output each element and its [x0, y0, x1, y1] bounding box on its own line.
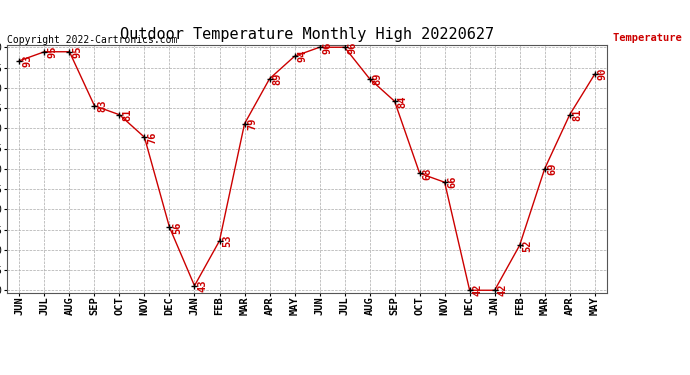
Title: Outdoor Temperature Monthly High 20220627: Outdoor Temperature Monthly High 2022062… — [120, 27, 494, 42]
Text: 89: 89 — [273, 72, 282, 85]
Text: 81: 81 — [573, 108, 582, 121]
Text: 93: 93 — [22, 54, 32, 67]
Text: Temperature (°F): Temperature (°F) — [613, 33, 690, 42]
Text: 96: 96 — [322, 41, 333, 54]
Text: Copyright 2022-Cartronics.com: Copyright 2022-Cartronics.com — [7, 35, 177, 45]
Text: 42: 42 — [497, 284, 507, 297]
Text: 83: 83 — [97, 99, 107, 112]
Text: 42: 42 — [473, 284, 482, 297]
Text: 95: 95 — [72, 45, 82, 58]
Text: 81: 81 — [122, 108, 132, 121]
Text: 68: 68 — [422, 167, 433, 180]
Text: 95: 95 — [47, 45, 57, 58]
Text: 69: 69 — [547, 162, 558, 175]
Text: 94: 94 — [297, 50, 307, 63]
Text: 76: 76 — [147, 131, 157, 144]
Text: 89: 89 — [373, 72, 382, 85]
Text: 56: 56 — [172, 221, 182, 234]
Text: 52: 52 — [522, 239, 533, 252]
Text: 43: 43 — [197, 279, 207, 292]
Text: 90: 90 — [598, 68, 607, 81]
Text: 79: 79 — [247, 117, 257, 130]
Text: 96: 96 — [347, 41, 357, 54]
Text: 66: 66 — [447, 176, 457, 189]
Text: 84: 84 — [397, 95, 407, 108]
Text: 53: 53 — [222, 234, 233, 247]
